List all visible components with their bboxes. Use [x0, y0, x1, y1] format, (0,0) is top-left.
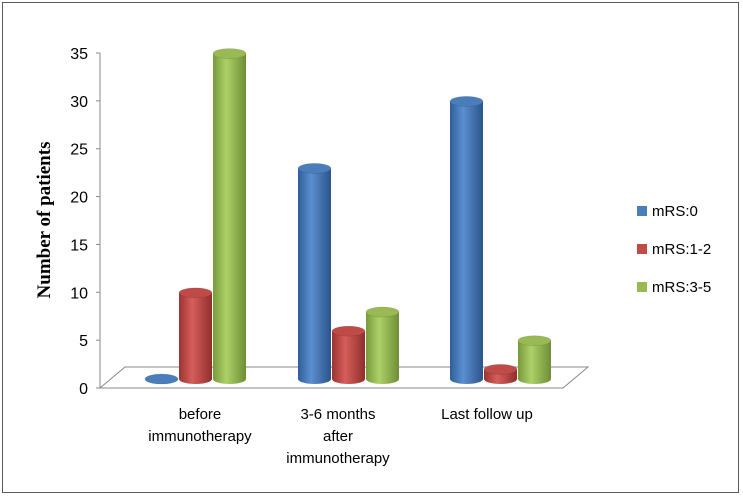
- category-label: Last follow up: [441, 406, 533, 423]
- y-tick-label: 25: [70, 142, 88, 159]
- bar: [297, 163, 332, 384]
- bar-top: [331, 325, 366, 337]
- y-tick-labels: 0 5 10 15 20 25 30 35: [70, 46, 100, 398]
- bar-body: [450, 101, 483, 384]
- bar: [212, 48, 247, 384]
- bar: [517, 335, 552, 384]
- category-label: 3-6 months: [300, 406, 375, 423]
- category-label: immunotherapy: [148, 428, 252, 445]
- legend-label: mRS:1-2: [652, 241, 711, 258]
- bar-top: [212, 48, 247, 59]
- legend-swatch: [637, 282, 647, 292]
- y-tick-label: 5: [79, 333, 88, 350]
- y-tick-label: 20: [70, 190, 88, 207]
- bar-top: [365, 306, 400, 318]
- bar-body: [298, 168, 331, 384]
- bar: [483, 364, 518, 384]
- y-axis-title: Number of patients: [34, 142, 55, 299]
- bar-body: [332, 331, 365, 384]
- bar: [144, 373, 179, 385]
- legend: mRS:0 mRS:1-2 mRS:3-5: [637, 203, 711, 296]
- chart-frame: [2, 2, 739, 493]
- bar-top: [178, 287, 213, 299]
- bar-body: [179, 292, 212, 384]
- legend-label: mRS:3-5: [652, 279, 711, 296]
- bar-body: [366, 312, 399, 384]
- legend-swatch: [637, 244, 647, 254]
- bar-top: [483, 364, 518, 375]
- bar: [331, 325, 366, 384]
- category-labels: before immunotherapy 3-6 months after immuno…: [148, 406, 533, 467]
- y-tick-label: 15: [70, 237, 88, 254]
- category-label: before: [179, 406, 222, 423]
- bar-top: [449, 96, 484, 107]
- bar-top: [144, 373, 179, 385]
- bar: [365, 306, 400, 384]
- category-label: immunotherapy: [286, 450, 390, 467]
- y-tick-label: 30: [70, 94, 88, 111]
- bar: [449, 96, 484, 384]
- legend-label: mRS:0: [652, 203, 698, 220]
- legend-swatch: [637, 206, 647, 216]
- bars: [144, 48, 552, 385]
- y-tick-label: 10: [70, 285, 88, 302]
- bar-top: [517, 335, 552, 347]
- y-tick-label: 35: [70, 46, 88, 63]
- y-tick-label: 0: [79, 381, 88, 398]
- category-label: after: [323, 428, 353, 445]
- bar-top: [297, 163, 332, 174]
- bar: [178, 287, 213, 384]
- bar-body: [518, 340, 551, 384]
- chart-floor: [98, 366, 590, 389]
- bar-body: [213, 53, 246, 384]
